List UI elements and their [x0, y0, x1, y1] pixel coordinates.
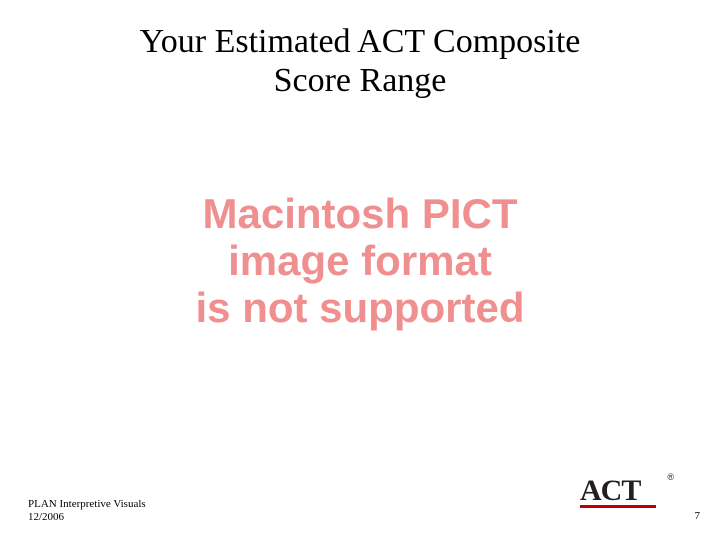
footer-line-1: PLAN Interpretive Visuals	[28, 498, 146, 510]
slide-title: Your Estimated ACT Composite Score Range	[0, 22, 720, 100]
title-line-2: Score Range	[274, 62, 447, 99]
msg-line-1: Macintosh PICT	[202, 190, 517, 237]
slide: Your Estimated ACT Composite Score Range…	[0, 0, 720, 540]
act-logo: ACT ®	[580, 476, 672, 506]
act-logo-underline	[580, 505, 656, 508]
footer-line-2: 12/2006	[28, 511, 64, 523]
title-line-1: Your Estimated ACT Composite	[140, 23, 581, 60]
msg-line-3: is not supported	[196, 284, 525, 331]
footer-left: PLAN Interpretive Visuals 12/2006	[28, 498, 146, 524]
page-number: 7	[695, 510, 701, 522]
act-logo-text: ACT	[580, 476, 640, 506]
registered-mark-icon: ®	[667, 472, 674, 482]
unsupported-image-message: Macintosh PICT image format is not suppo…	[0, 190, 720, 331]
msg-line-2: image format	[228, 237, 492, 284]
